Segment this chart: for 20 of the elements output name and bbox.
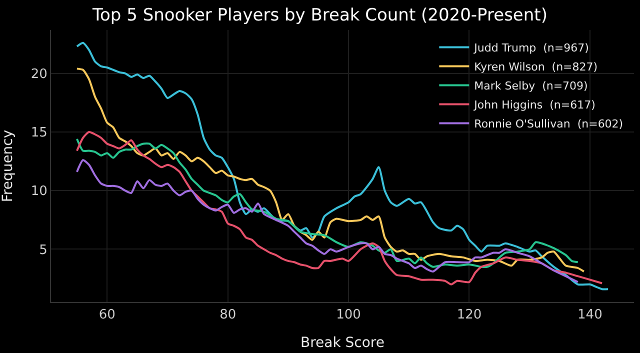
y-tick-label: 20 xyxy=(30,66,48,82)
y-tick-label: 10 xyxy=(30,184,48,200)
y-tick-label: 5 xyxy=(39,242,48,258)
line-series xyxy=(76,131,604,286)
x-tick-label: 140 xyxy=(578,308,602,323)
legend-label: Kyren Wilson (n=827) xyxy=(474,60,598,74)
line-series xyxy=(76,159,579,284)
legend-label: Judd Trump (n=967) xyxy=(473,42,589,55)
legend-label: Mark Selby (n=709) xyxy=(474,80,588,93)
x-tick-label: 120 xyxy=(456,308,482,323)
y-axis-title: Frequency xyxy=(0,130,16,202)
x-tick-label: 60 xyxy=(98,308,116,323)
y-tick-label: 15 xyxy=(30,126,48,141)
x-axis-title: Break Score xyxy=(300,334,385,351)
chart-title: Top 5 Snooker Players by Break Count (2020-Present) xyxy=(92,6,548,26)
line-series xyxy=(76,138,579,268)
x-tick-label: 80 xyxy=(220,308,236,323)
legend-label: Ronnie O'Sullivan (n=602) xyxy=(474,118,624,131)
legend-label: John Higgins (n=617) xyxy=(473,98,596,112)
x-tick-label: 100 xyxy=(336,308,361,323)
